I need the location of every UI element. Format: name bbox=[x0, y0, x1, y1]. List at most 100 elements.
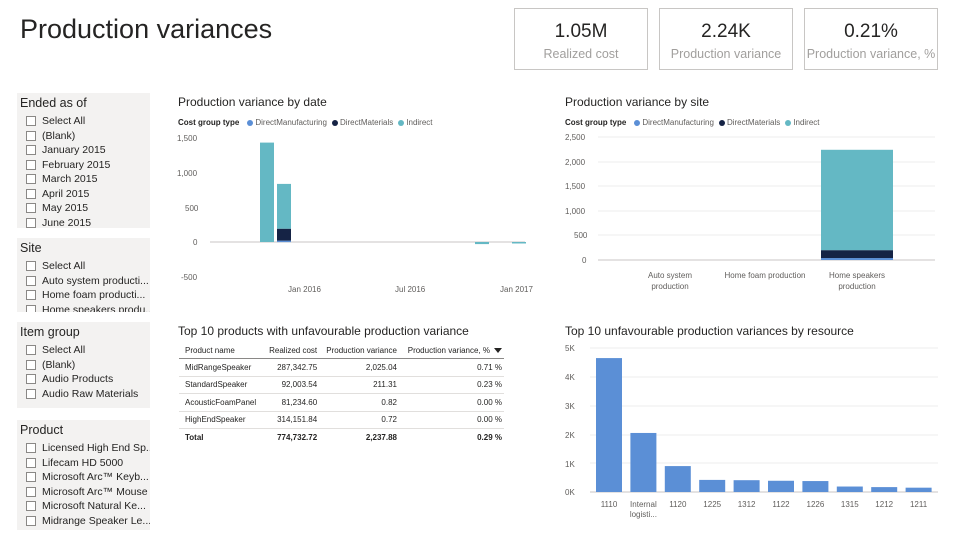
checkbox-icon[interactable] bbox=[26, 275, 36, 286]
bar-resource-3[interactable] bbox=[699, 479, 726, 492]
y-tick-label: 2,000 bbox=[565, 158, 586, 167]
top-products-table[interactable]: Product name Realized cost Production va… bbox=[179, 343, 504, 446]
slicer-option[interactable]: January 2015 bbox=[17, 143, 150, 158]
slicer-option[interactable]: (Blank) bbox=[17, 129, 150, 144]
checkbox-icon[interactable] bbox=[26, 217, 36, 228]
checkbox-icon[interactable] bbox=[26, 304, 36, 312]
legend-item[interactable]: DirectMaterials bbox=[331, 118, 393, 127]
bar-resource-6[interactable] bbox=[802, 481, 829, 492]
checkbox-icon[interactable] bbox=[26, 359, 36, 370]
slicer-option[interactable]: Auto system producti... bbox=[17, 274, 150, 289]
table-row[interactable]: HighEndSpeaker 314,151.84 0.72 0.00 % bbox=[179, 411, 504, 429]
bar-resource-4[interactable] bbox=[733, 480, 760, 492]
slicer-option[interactable]: Select All bbox=[17, 259, 150, 274]
bar-indirect-nov-2016[interactable] bbox=[475, 242, 489, 245]
kpi-card-realized-cost[interactable]: 1.05M Realized cost bbox=[514, 8, 648, 70]
slicer-option[interactable]: Microsoft Arc™ Keyb... bbox=[17, 470, 150, 485]
slicer-option[interactable]: Select All bbox=[17, 343, 150, 358]
checkbox-icon[interactable] bbox=[26, 145, 36, 156]
table-cell: 314,151.84 bbox=[263, 411, 320, 429]
column-header-sorted[interactable]: Production variance, % bbox=[398, 343, 504, 359]
slicer-title: Product bbox=[20, 423, 64, 437]
legend-item[interactable]: DirectMaterials bbox=[718, 118, 780, 127]
table-row[interactable]: AcousticFoamPanel 81,234.60 0.82 0.00 % bbox=[179, 393, 504, 412]
bar-directmaterials-home-speakers-production[interactable] bbox=[821, 250, 893, 259]
legend-dot-icon bbox=[785, 119, 792, 126]
slicer-option[interactable]: Audio Raw Materials bbox=[17, 387, 150, 402]
bar-resource-8[interactable] bbox=[871, 487, 898, 492]
checkbox-icon[interactable] bbox=[26, 374, 36, 385]
chart-variances-by-resource[interactable]: 5K 4K 3K 2K 1K 0K 1110 Internal logisti...… bbox=[560, 340, 945, 530]
legend-item[interactable]: DirectManufacturing bbox=[247, 118, 327, 127]
chart-production-variance-by-date[interactable]: 1,500 1,000 500 0 -500 Jan 2016 Jul 2016… bbox=[175, 130, 535, 300]
legend-title: Cost group type bbox=[565, 118, 627, 127]
slicer-option[interactable]: Microsoft Natural Ke... bbox=[17, 499, 150, 514]
checkbox-icon[interactable] bbox=[26, 261, 36, 272]
legend-item[interactable]: Indirect bbox=[398, 118, 433, 127]
slicer-option[interactable]: June 2015 bbox=[17, 216, 150, 228]
kpi-card-production-variance-pct[interactable]: 0.21% Production variance, % bbox=[804, 8, 938, 70]
slicer-option[interactable]: Audio Products bbox=[17, 372, 150, 387]
checkbox-icon[interactable] bbox=[26, 472, 36, 483]
bar-indirect-jan-2017[interactable] bbox=[512, 242, 526, 244]
checkbox-icon[interactable] bbox=[26, 159, 36, 170]
checkbox-icon[interactable] bbox=[26, 486, 36, 497]
bar-directmanufacturing-home-speakers-production[interactable] bbox=[821, 258, 893, 260]
checkbox-icon[interactable] bbox=[26, 515, 36, 526]
slicer-option[interactable]: Lifecam HD 5000 bbox=[17, 456, 150, 471]
slicer-option[interactable]: May 2015 bbox=[17, 201, 150, 216]
checkbox-icon[interactable] bbox=[26, 188, 36, 199]
checkbox-icon[interactable] bbox=[26, 501, 36, 512]
table-row[interactable]: MidRangeSpeaker 287,342.75 2,025.04 0.71… bbox=[179, 358, 504, 377]
sort-descending-icon[interactable] bbox=[494, 348, 502, 354]
column-header[interactable]: Production variance bbox=[319, 343, 399, 359]
checkbox-icon[interactable] bbox=[26, 457, 36, 468]
slicer-option[interactable]: Licensed High End Sp... bbox=[17, 441, 150, 456]
slicer-option[interactable]: February 2015 bbox=[17, 158, 150, 173]
column-header[interactable]: Realized cost bbox=[263, 343, 320, 359]
slicer-option[interactable]: Midrange Speaker Le... bbox=[17, 514, 150, 529]
slicer-option[interactable]: Microsoft Arc™ Mouse bbox=[17, 485, 150, 500]
slicer-option[interactable]: (Blank) bbox=[17, 358, 150, 373]
bar-resource-2[interactable] bbox=[664, 466, 691, 492]
slicer-option[interactable]: Select All bbox=[17, 114, 150, 129]
chart-production-variance-by-site[interactable]: 2,500 2,000 1,500 1,000 500 0 Auto syste… bbox=[560, 130, 945, 300]
slicer-title: Item group bbox=[20, 325, 80, 339]
checkbox-icon[interactable] bbox=[26, 203, 36, 214]
bar-directmaterials-jan-2016[interactable] bbox=[277, 228, 291, 241]
slicer-option[interactable]: Home foam producti... bbox=[17, 288, 150, 303]
slicer-option[interactable]: March 2015 bbox=[17, 172, 150, 187]
legend-title: Cost group type bbox=[178, 118, 240, 127]
slicer-site[interactable]: Site Select All Auto system producti... … bbox=[17, 238, 150, 312]
slicer-ended-as-of[interactable]: Ended as of Select All (Blank) January 2… bbox=[17, 93, 150, 228]
slicer-product[interactable]: Product Licensed High End Sp... Lifecam … bbox=[17, 420, 150, 530]
bar-resource-0[interactable] bbox=[596, 358, 622, 492]
table-cell: 287,342.75 bbox=[263, 358, 320, 377]
checkbox-icon[interactable] bbox=[26, 116, 36, 127]
x-tick-label: Home foam production bbox=[725, 271, 806, 280]
y-ticks: 1,500 1,000 500 0 -500 bbox=[177, 134, 199, 282]
kpi-card-production-variance[interactable]: 2.24K Production variance bbox=[659, 8, 793, 70]
slicer-option[interactable]: April 2015 bbox=[17, 187, 150, 202]
checkbox-icon[interactable] bbox=[26, 388, 36, 399]
bar-resource-9[interactable] bbox=[905, 487, 932, 492]
bar-resource-7[interactable] bbox=[836, 486, 863, 492]
bar-indirect-dec-2015[interactable] bbox=[260, 142, 274, 242]
bar-resource-1[interactable] bbox=[630, 432, 657, 492]
checkbox-icon[interactable] bbox=[26, 130, 36, 141]
checkbox-icon[interactable] bbox=[26, 345, 36, 356]
slicer-item-group[interactable]: Item group Select All (Blank) Audio Prod… bbox=[17, 322, 150, 408]
bar-indirect-jan-2016[interactable] bbox=[277, 183, 291, 229]
column-header[interactable]: Product name bbox=[179, 343, 264, 359]
bar-directmanufacturing-jan-2016[interactable] bbox=[277, 240, 291, 243]
legend-item[interactable]: Indirect bbox=[785, 118, 820, 127]
checkbox-icon[interactable] bbox=[26, 174, 36, 185]
bar-indirect-home-speakers-production[interactable] bbox=[821, 149, 893, 251]
slicer-option[interactable]: Home speakers produ... bbox=[17, 303, 150, 312]
checkbox-icon[interactable] bbox=[26, 443, 36, 454]
checkbox-icon[interactable] bbox=[26, 290, 36, 301]
bar-resource-5[interactable] bbox=[768, 480, 794, 492]
table-row[interactable]: StandardSpeaker 92,003.54 211.31 0.23 % bbox=[179, 376, 504, 394]
legend-item[interactable]: DirectManufacturing bbox=[634, 118, 714, 127]
table-cell: 211.31 bbox=[319, 376, 399, 394]
